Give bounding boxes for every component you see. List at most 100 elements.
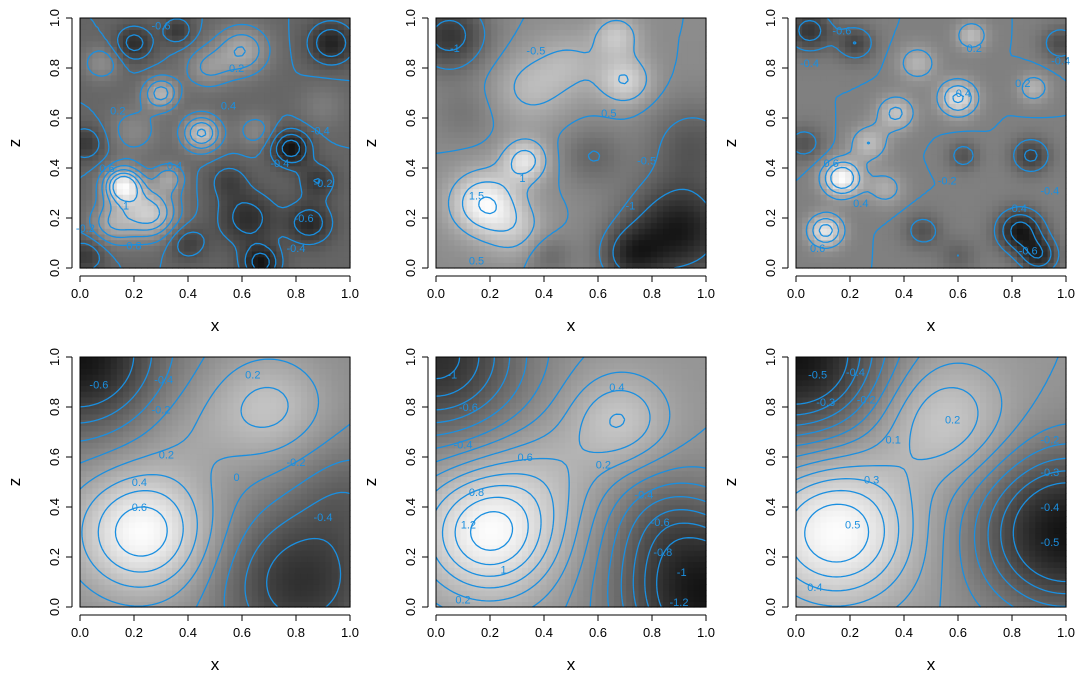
heatmap-cell bbox=[998, 250, 1006, 258]
heatmap-cell bbox=[607, 29, 615, 36]
heatmap-cell bbox=[147, 199, 155, 207]
heatmap-cell bbox=[863, 171, 871, 178]
heatmap-cell bbox=[135, 228, 142, 235]
heatmap-cell bbox=[961, 194, 969, 201]
heatmap-cell bbox=[881, 165, 889, 173]
heatmap-cell bbox=[838, 182, 846, 190]
heatmap-cell bbox=[838, 148, 846, 155]
heatmap-cell bbox=[165, 35, 173, 42]
heatmap-cell bbox=[577, 239, 584, 246]
heatmap-cell bbox=[650, 69, 658, 76]
heatmap-cell bbox=[313, 262, 320, 269]
heatmap-cell bbox=[343, 137, 351, 144]
heatmap-cell bbox=[1010, 211, 1018, 218]
heatmap-cell bbox=[626, 97, 633, 104]
heatmap-cell bbox=[294, 245, 302, 252]
heatmap-cell bbox=[973, 211, 981, 218]
heatmap-cell bbox=[998, 188, 1006, 195]
heatmap-cell bbox=[1035, 199, 1043, 207]
heatmap-cell bbox=[251, 74, 259, 82]
heatmap-cell bbox=[294, 29, 302, 36]
heatmap-cell bbox=[595, 114, 603, 121]
heatmap-cell bbox=[337, 250, 345, 258]
heatmap-cell bbox=[632, 80, 640, 87]
heatmap-cell bbox=[325, 114, 333, 121]
heatmap-cell bbox=[687, 69, 695, 76]
heatmap-cell bbox=[276, 18, 284, 25]
heatmap-cell bbox=[558, 160, 566, 167]
heatmap-cell bbox=[663, 125, 670, 133]
heatmap-cell bbox=[245, 120, 253, 127]
heatmap-cell bbox=[86, 40, 93, 48]
heatmap-cell bbox=[165, 216, 173, 224]
heatmap-cell bbox=[190, 131, 198, 138]
heatmap-cell bbox=[270, 154, 277, 161]
heatmap-cell bbox=[838, 137, 846, 144]
heatmap-cell bbox=[245, 91, 253, 99]
heatmap-cell bbox=[875, 228, 883, 235]
heatmap-cell bbox=[644, 91, 652, 99]
heatmap-cell bbox=[307, 125, 314, 133]
heatmap-cell bbox=[577, 154, 584, 161]
heatmap-cell bbox=[135, 125, 142, 133]
heatmap-cell bbox=[436, 97, 443, 104]
heatmap-cell bbox=[521, 108, 529, 116]
heatmap-cell bbox=[620, 188, 627, 195]
heatmap-cell bbox=[1016, 160, 1024, 167]
heatmap-cell bbox=[251, 69, 259, 76]
heatmap-cell bbox=[319, 245, 327, 252]
heatmap-cell bbox=[894, 205, 901, 212]
heatmap-cell bbox=[669, 52, 676, 59]
heatmap-cell bbox=[826, 177, 834, 184]
heatmap-cell bbox=[141, 57, 149, 65]
heatmap-cell bbox=[135, 80, 142, 87]
heatmap-cell bbox=[1047, 245, 1055, 252]
heatmap-cell bbox=[116, 69, 124, 76]
heatmap-cell bbox=[159, 114, 167, 121]
heatmap-cell bbox=[442, 171, 449, 178]
heatmap-cell bbox=[881, 233, 889, 241]
heatmap-cell bbox=[521, 52, 529, 59]
heatmap-cell bbox=[503, 57, 511, 65]
heatmap-cell bbox=[331, 205, 339, 212]
heatmap-cell bbox=[92, 143, 100, 150]
heatmap-cell bbox=[851, 228, 858, 235]
contour-label: 0.8 bbox=[126, 241, 141, 253]
heatmap-cell bbox=[80, 18, 87, 25]
heatmap-cell bbox=[540, 23, 548, 30]
heatmap-cell bbox=[601, 222, 609, 229]
heatmap-cell bbox=[515, 57, 523, 65]
heatmap-cell bbox=[337, 160, 345, 167]
heatmap-cell bbox=[613, 29, 621, 36]
heatmap-cell bbox=[998, 148, 1006, 155]
heatmap-cell bbox=[534, 199, 541, 207]
heatmap-cell bbox=[986, 137, 993, 144]
heatmap-cell bbox=[1059, 165, 1067, 173]
heatmap-cell bbox=[331, 194, 339, 201]
heatmap-cell bbox=[693, 182, 701, 190]
heatmap-cell bbox=[509, 211, 517, 218]
heatmap-cell bbox=[288, 262, 296, 269]
heatmap-cell bbox=[466, 228, 474, 235]
heatmap-cell bbox=[808, 228, 816, 235]
heatmap-cell bbox=[436, 205, 443, 212]
heatmap-cell bbox=[1053, 199, 1061, 207]
heatmap-cell bbox=[251, 23, 259, 30]
heatmap-cell bbox=[595, 222, 603, 229]
heatmap-cell bbox=[931, 160, 938, 167]
heatmap-cell bbox=[955, 199, 963, 207]
heatmap-cell bbox=[129, 165, 136, 173]
heatmap-cell bbox=[288, 194, 296, 201]
heatmap-cell bbox=[251, 131, 259, 138]
heatmap-cell bbox=[681, 46, 689, 53]
heatmap-cell bbox=[980, 262, 987, 269]
heatmap-cell bbox=[986, 233, 993, 241]
heatmap-cell bbox=[116, 222, 124, 229]
heatmap-cell bbox=[687, 18, 695, 25]
y-axis-label: z bbox=[361, 139, 380, 148]
heatmap-cell bbox=[937, 205, 944, 212]
heatmap-cell bbox=[282, 222, 290, 229]
heatmap-cell bbox=[663, 256, 670, 263]
heatmap-cell bbox=[534, 182, 541, 190]
heatmap-cell bbox=[448, 222, 456, 229]
